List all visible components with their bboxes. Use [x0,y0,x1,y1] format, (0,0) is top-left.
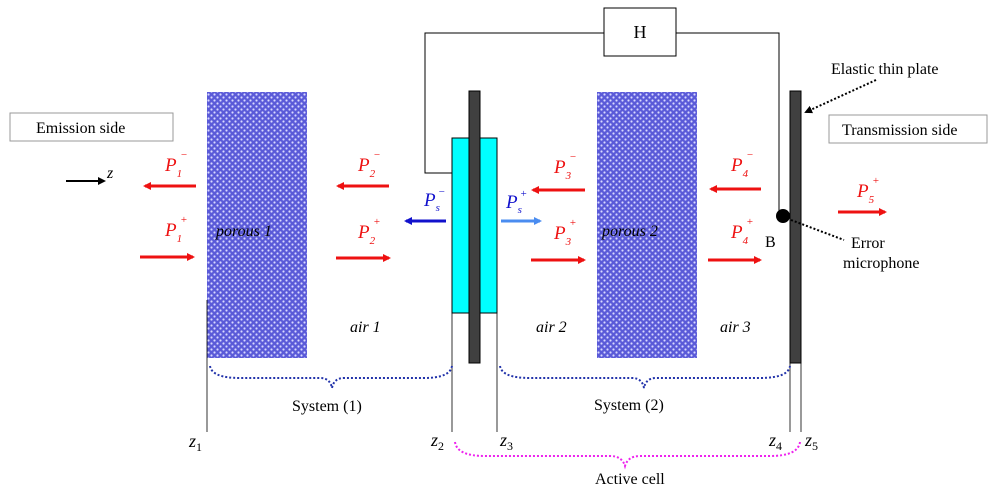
system2-brace [499,365,791,389]
label-p5-plus: P5+ [856,175,880,206]
elastic-plate-pointer [804,79,877,114]
transmission-side-label: Transmission side [842,122,957,139]
controller-h-label: H [634,22,647,42]
porous1-label: porous 1 [215,223,272,240]
label-ps-plus: Ps+ [505,188,527,216]
porous-layer-2 [597,92,697,358]
elastic-plate-label: Elastic thin plate [831,61,939,78]
z2-label: z2 [430,430,444,453]
emission-side-box: Emission side [9,112,174,142]
error-microphone [776,209,790,223]
z1-label: z1 [188,431,202,454]
z3-label: z3 [499,430,513,453]
transmission-side-box: Transmission side [828,114,988,144]
z-axis-label: z [106,165,114,182]
label-p2-plus: P2+ [357,216,381,247]
porous2-label: porous 2 [601,223,658,240]
error-label-2: microphone [843,255,919,272]
controller-loop: H [424,7,780,213]
point-b-label: B [765,234,776,251]
active-cell-brace [454,441,801,470]
air2-label: air 2 [536,319,567,336]
air3-label: air 3 [720,319,751,336]
elastic-thin-plate [789,90,802,364]
air1-label: air 1 [350,319,381,336]
reference-lines [206,300,802,432]
label-p1-plus: P1+ [164,214,188,245]
label-p4-minus: P4− [730,149,754,180]
emission-side-label: Emission side [36,120,125,137]
actuator-right [479,137,498,314]
label-p3-minus: P3− [553,151,577,182]
active-cell [451,90,498,364]
system1-brace [209,365,453,389]
z5-label: z5 [804,430,818,453]
label-p3-plus: P3+ [553,217,577,248]
porous-layer-1 [207,92,307,358]
label-ps-minus: Ps− [423,186,445,214]
label-p4-plus: P4+ [730,216,754,247]
system2-label: System (2) [594,397,664,414]
active-cell-label: Active cell [595,471,665,488]
z4-label: z4 [768,430,782,453]
error-label-1: Error [851,235,885,252]
active-cell-plate [468,90,481,364]
label-p2-minus: P2− [357,149,381,180]
system1-label: System (1) [292,398,362,415]
controller-h-box [603,7,677,57]
label-p1-minus: P1− [164,149,188,180]
microphone-pointer [790,219,845,241]
actuator-left [451,137,470,314]
